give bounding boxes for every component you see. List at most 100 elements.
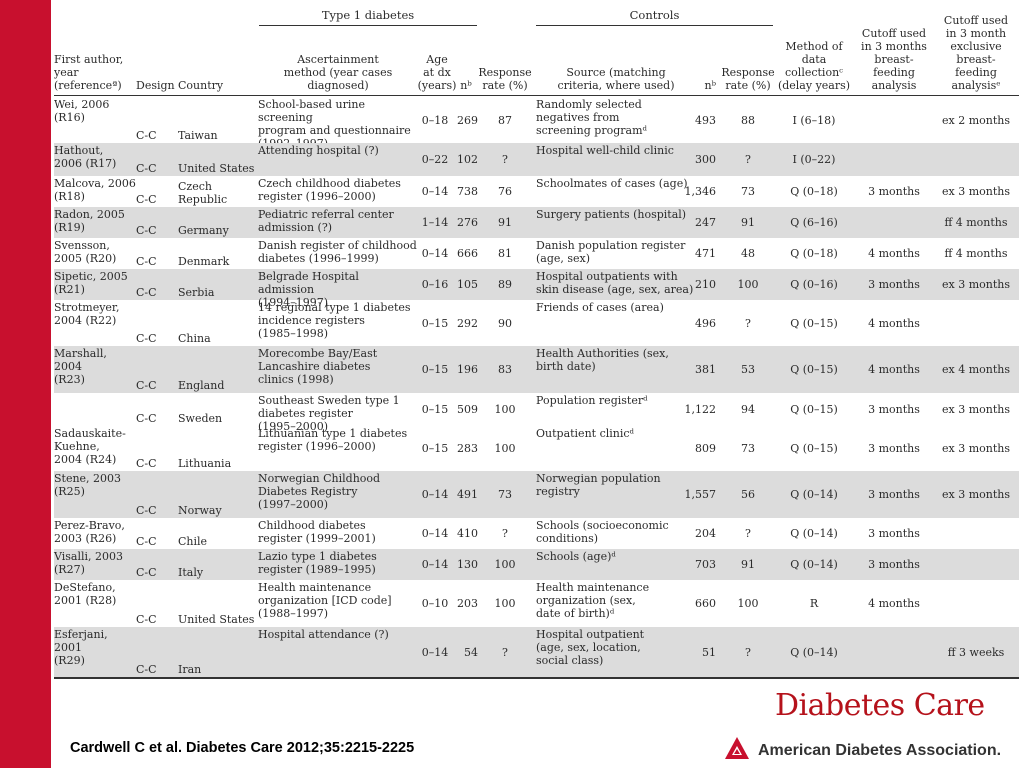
cell-cutoff-bf: 3 months <box>868 278 920 291</box>
cell-country: England <box>178 379 225 392</box>
cell-source: Randomly selected negatives from screeni… <box>536 98 647 137</box>
header-response-cases: Response rate (%) <box>478 66 532 92</box>
cell-cutoff-excl: ex 3 months <box>942 488 1010 501</box>
table-row: Svensson, 2005 (R20) C-C Denmark Danish reg… <box>54 238 1019 269</box>
cell-n-cases: 105 <box>457 278 478 291</box>
cell-response-cases: ? <box>502 527 508 540</box>
header-method: Method of data collectionᶜ (delay years) <box>777 40 851 92</box>
cell-response-controls: ? <box>745 316 751 330</box>
cell-n-cases: 283 <box>457 442 478 455</box>
table-row: Hathout, 2006 (R17) C-C United States Atten… <box>54 143 1019 176</box>
cell-response-controls: 88 <box>741 113 755 127</box>
cell-n-cases: 666 <box>457 247 478 260</box>
cell-method: Q (0–14) <box>790 645 838 659</box>
table-row: Visalli, 2003 (R27) C-C Italy Lazio type 1 … <box>54 549 1019 580</box>
cell-age: 0–15 <box>421 316 449 330</box>
cell-cutoff-excl: ex 4 months <box>942 363 1010 376</box>
cell-country: Serbia <box>178 286 215 299</box>
cell-response-cases: 100 <box>494 403 516 416</box>
cell-response-cases: 100 <box>494 442 516 455</box>
cell-n-cases: 509 <box>457 403 478 416</box>
cell-method: Q (0–18) <box>790 185 838 198</box>
cell-source: Hospital outpatient (age, sex, location,… <box>536 628 645 667</box>
cell-cutoff-bf: 3 months <box>868 527 920 540</box>
cell-n-controls: 660 <box>695 597 716 610</box>
table-row: Malcova, 2006 (R18) C-C Czech Republic Czec… <box>54 176 1019 207</box>
header-age: Age at dx (years) <box>417 53 457 92</box>
cell-n-cases: 410 <box>457 527 478 540</box>
cell-cutoff-bf: 3 months <box>868 558 920 571</box>
header-n-cases: nᵇ <box>460 79 472 92</box>
cell-design: C-C <box>136 129 157 142</box>
cell-response-controls: ? <box>745 527 751 540</box>
cell-age: 0–16 <box>421 278 449 291</box>
cell-ascertainment: Morecombe Bay/East Lancashire diabetes c… <box>258 347 378 386</box>
cell-ascertainment: Czech childhood diabetes register (1996–… <box>258 177 401 203</box>
cell-response-cases: ? <box>502 153 508 166</box>
cell-source: Health maintenance organization (sex, da… <box>536 581 650 620</box>
cell-n-controls: 1,122 <box>684 403 717 416</box>
cell-age: 0–15 <box>421 363 449 376</box>
group-underline-controls <box>536 25 773 26</box>
table-row: Marshall, 2004 (R23) C-C England Morecombe … <box>54 346 1019 393</box>
cell-response-controls: 73 <box>741 442 755 455</box>
header-design: Design <box>136 79 175 92</box>
cell-design: C-C <box>136 255 157 268</box>
cell-cutoff-bf: 4 months <box>868 597 920 610</box>
cell-n-controls: 703 <box>695 558 716 571</box>
cell-author: Wei, 2006 (R16) <box>54 98 110 124</box>
cell-age: 0–14 <box>421 185 449 198</box>
header-ascertainment: Ascertainment method (year cases diagnos… <box>283 53 393 92</box>
cell-cutoff-bf <box>854 143 934 176</box>
cell-age: 0–14 <box>421 558 449 571</box>
cell-country: Lithuania <box>178 457 232 470</box>
cell-author: DeStefano, 2001 (R28) <box>54 581 117 607</box>
journal-brand: Diabetes Care <box>775 688 985 723</box>
cell-response-cases: 100 <box>494 597 516 610</box>
group-header-controls: Controls <box>629 8 680 22</box>
cell-source: Population registerᵈ <box>536 394 648 407</box>
cell-response-controls: 73 <box>741 185 755 198</box>
cell-design: C-C <box>136 535 157 548</box>
sidebar-accent-bar <box>0 0 51 768</box>
cell-age: 0–14 <box>421 247 449 260</box>
cell-n-cases: 203 <box>457 597 478 610</box>
table-bottom-rule <box>54 677 1019 679</box>
table-row: Sipetic, 2005 (R21) C-C Serbia Belgrade Hos… <box>54 269 1019 309</box>
cell-response-cases: ? <box>502 645 508 659</box>
cell-response-controls: ? <box>745 153 751 166</box>
cell-n-cases: 738 <box>457 185 478 198</box>
cell-age: 0–14 <box>421 527 449 540</box>
cell-source: Schoolmates of cases (age) <box>536 177 688 190</box>
cell-author: Stene, 2003 (R25) <box>54 472 122 498</box>
cell-age: 0–14 <box>421 645 449 659</box>
cell-age: 0–15 <box>421 442 449 455</box>
header-response-controls: Response rate (%) <box>721 66 775 92</box>
cell-ascertainment: Hospital attendance (?) <box>258 628 389 641</box>
cell-author: Svensson, 2005 (R20) <box>54 239 117 265</box>
cell-cutoff-bf: 4 months <box>868 247 920 260</box>
cell-country: United States <box>178 162 255 175</box>
cell-source: Schools (age)ᵈ <box>536 550 616 563</box>
cell-country: China <box>178 332 211 345</box>
cell-cutoff-excl: ex 3 months <box>942 442 1010 455</box>
cell-n-controls: 51 <box>702 645 716 659</box>
cell-country: United States <box>178 613 255 626</box>
cell-n-controls: 247 <box>695 216 716 229</box>
cell-country: Czech Republic <box>178 180 228 206</box>
cell-n-controls: 493 <box>695 113 716 127</box>
cell-ascertainment: Lithuanian type 1 diabetes register (199… <box>258 427 408 453</box>
cell-method: I (0–22) <box>792 153 836 166</box>
cell-ascertainment: Danish register of childhood diabetes (1… <box>258 239 417 265</box>
header-cutoff-bf: Cutoff used in 3 months breast-feeding a… <box>861 27 927 92</box>
cell-n-cases: 130 <box>457 558 478 571</box>
cell-response-controls: 48 <box>741 247 755 260</box>
cell-n-controls: 300 <box>695 153 716 166</box>
cell-n-cases: 54 <box>464 645 478 659</box>
cell-method: Q (0–15) <box>790 442 838 455</box>
cell-method: Q (0–14) <box>790 527 838 540</box>
cell-cutoff-bf <box>854 627 934 677</box>
cell-response-cases: 87 <box>498 113 512 127</box>
cell-n-controls: 809 <box>695 442 716 455</box>
cell-method: Q (0–14) <box>790 558 838 571</box>
